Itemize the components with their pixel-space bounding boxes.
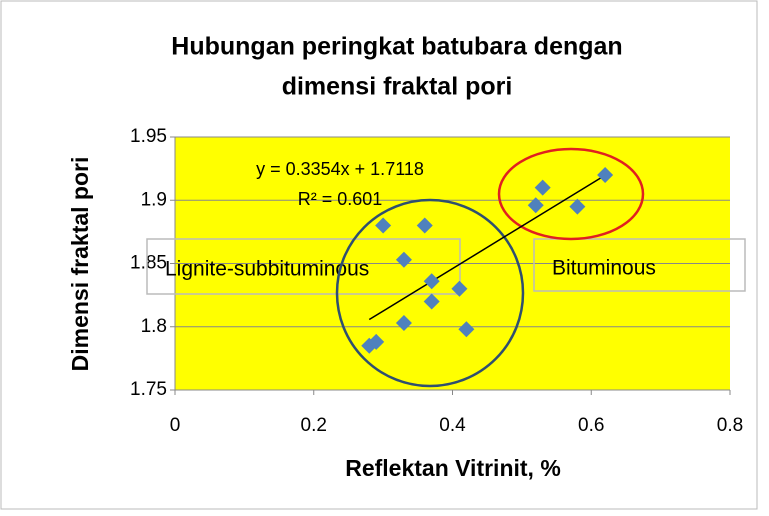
- highlight-ellipse: [335, 198, 525, 388]
- annotation: Bituminous: [552, 257, 656, 280]
- point: [597, 166, 614, 183]
- x-tick-label: 0.8: [717, 415, 743, 436]
- point: [375, 217, 392, 234]
- highlight-ellipse: [497, 147, 645, 241]
- point: [423, 293, 440, 310]
- point: [368, 333, 385, 350]
- point: [534, 179, 551, 196]
- y-tick-label: 1.95: [130, 126, 167, 147]
- trendline: [368, 174, 606, 321]
- x-tick-label: 0.4: [439, 415, 466, 436]
- point: [527, 197, 544, 214]
- x-axis-label: Reflektan Vitrinit, %: [345, 455, 561, 481]
- y-tick-label: 1.8: [141, 316, 167, 337]
- y-tick-label: 1.85: [130, 253, 167, 274]
- trendline-r2: R² = 0.601: [298, 189, 383, 209]
- annotation-box: [533, 238, 746, 292]
- point: [416, 217, 433, 234]
- y-axis-label: Dimensi fraktal pori: [67, 157, 93, 372]
- point: [458, 321, 475, 338]
- annotation-box: [146, 238, 461, 295]
- y-tick-label: 1.75: [130, 379, 167, 400]
- x-tick-label: 0: [170, 415, 181, 436]
- x-tick-label: 0.2: [301, 415, 327, 436]
- point: [395, 251, 412, 268]
- annotation: Lignite-subbituminous: [165, 258, 369, 281]
- point: [451, 280, 468, 297]
- point: [395, 314, 412, 331]
- chart-title: Hubungan peringkat batubara dengan: [171, 33, 622, 61]
- trendline-equation: y = 0.3354x + 1.7118: [256, 159, 424, 179]
- point: [423, 273, 440, 290]
- x-tick-label: 0.6: [578, 415, 604, 436]
- point: [569, 198, 586, 215]
- chart-title: dimensi fraktal pori: [282, 73, 513, 101]
- y-tick-label: 1.9: [141, 189, 167, 210]
